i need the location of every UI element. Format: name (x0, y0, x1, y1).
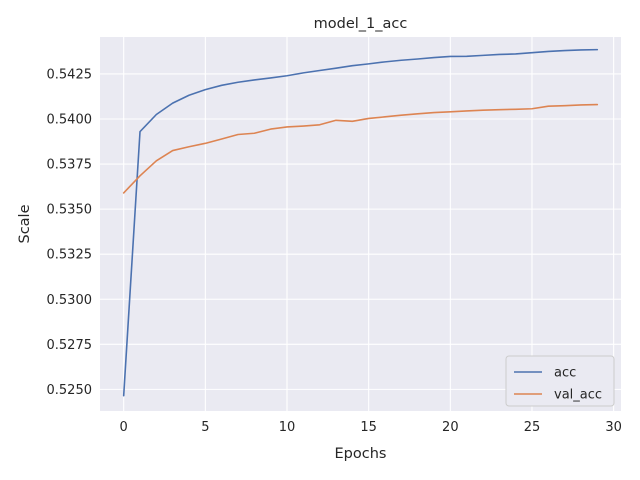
y-tick-label: 0.5400 (47, 113, 93, 128)
legend: acc val_acc (505, 355, 615, 407)
y-tick-label: 0.5250 (47, 383, 93, 398)
x-tick-labels: 0 5 10 15 20 25 30 (120, 420, 622, 435)
y-tick-labels: 0.5250 0.5275 0.5300 0.5325 0.5350 0.5375 0.54… (47, 67, 93, 397)
x-axis-label: Epochs (335, 446, 387, 462)
legend-label-acc: acc (554, 366, 576, 381)
x-tick-label: 20 (442, 420, 459, 435)
x-tick-label: 10 (279, 420, 296, 435)
x-tick-label: 5 (201, 420, 209, 435)
x-tick-label: 30 (605, 420, 622, 435)
chart-title: model_1_acc (314, 16, 408, 32)
y-axis-label: Scale (17, 204, 33, 243)
y-tick-label: 0.5350 (47, 203, 93, 218)
series-line-acc (122, 48, 599, 397)
y-tick-label: 0.5300 (47, 293, 93, 308)
y-tick-label: 0.5425 (47, 67, 93, 82)
plot-area-background (100, 37, 621, 411)
y-tick-label: 0.5275 (47, 338, 93, 353)
series-layer (122, 48, 599, 397)
x-tick-label: 0 (120, 420, 128, 435)
series-line-val-acc (122, 103, 599, 194)
y-tick-label: 0.5375 (47, 158, 93, 173)
x-tick-label: 15 (360, 420, 377, 435)
x-tick-label: 25 (524, 420, 541, 435)
y-tick-label: 0.5325 (47, 248, 93, 263)
grid-lines (100, 37, 621, 411)
legend-label-val-acc: val_acc (554, 388, 602, 403)
